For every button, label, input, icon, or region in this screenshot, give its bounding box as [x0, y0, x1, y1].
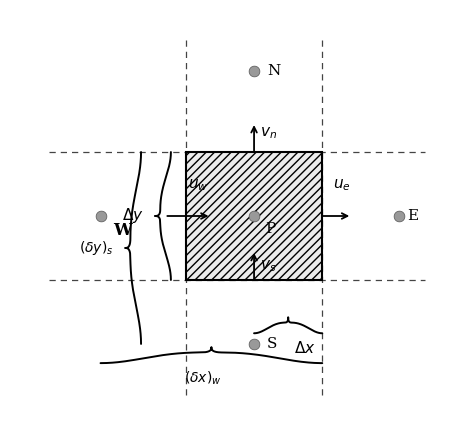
Point	[250, 340, 258, 347]
Text: N: N	[267, 64, 280, 78]
Text: $\Delta y$: $\Delta y$	[121, 206, 143, 226]
Text: S: S	[267, 337, 277, 351]
Text: E: E	[408, 209, 419, 223]
Point	[250, 67, 258, 74]
Text: $(\delta x)_w$: $(\delta x)_w$	[184, 369, 222, 387]
Text: $\Delta x$: $\Delta x$	[294, 340, 316, 356]
Text: $u_w$: $u_w$	[188, 177, 209, 193]
Point	[250, 213, 258, 219]
Text: W: W	[113, 222, 132, 239]
Text: $u_e$: $u_e$	[333, 177, 351, 193]
Text: $v_s$: $v_s$	[260, 258, 277, 273]
Point	[395, 213, 403, 219]
Text: P: P	[264, 222, 275, 236]
Bar	[186, 152, 322, 280]
Text: $(\delta y)_s$: $(\delta y)_s$	[79, 239, 113, 257]
Text: $v_n$: $v_n$	[260, 126, 277, 141]
Point	[97, 213, 104, 219]
